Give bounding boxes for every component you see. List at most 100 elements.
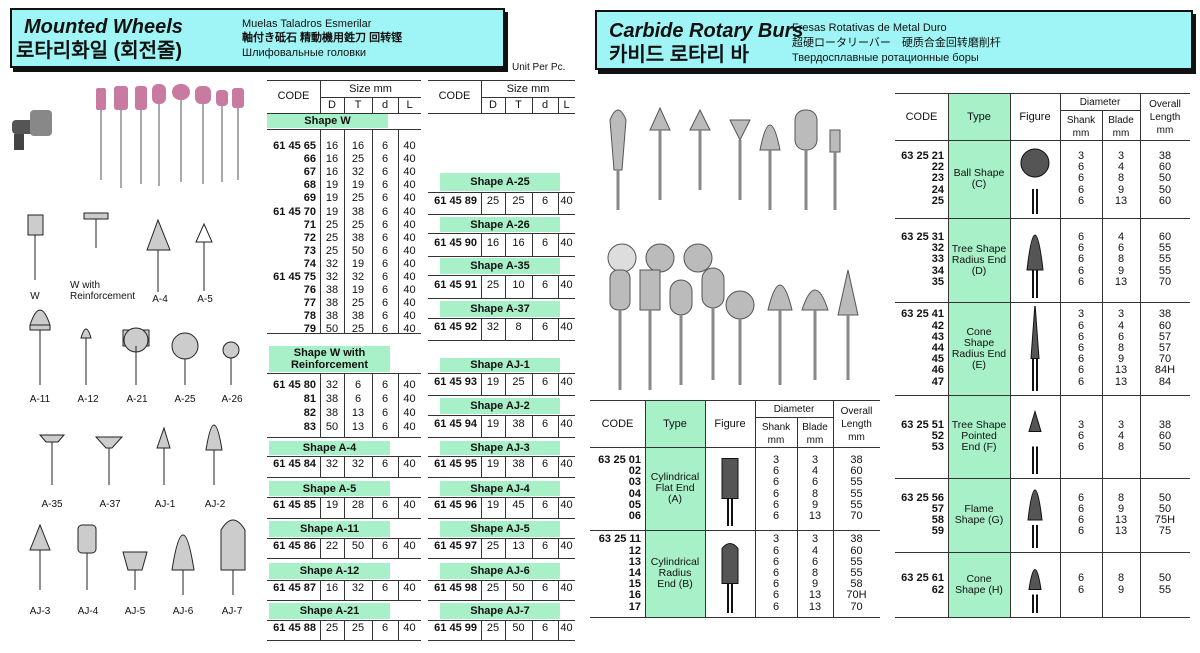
shank-value: 6 bbox=[1077, 253, 1085, 266]
cell-D: 22 bbox=[325, 540, 339, 552]
blade-value: 8 bbox=[1117, 172, 1125, 185]
shank-value: 6 bbox=[1077, 375, 1085, 388]
blade-value: 13 bbox=[1114, 275, 1128, 288]
title-ko: 카비드 로타리 바 bbox=[609, 44, 749, 66]
mounted-wheels-header: Mounted Wheels 로타리화일 (회전줄) Muelas Taladr… bbox=[10, 8, 505, 68]
shape-band: Shape AJ-7 bbox=[440, 603, 560, 619]
rule bbox=[505, 192, 506, 214]
shape-label: W bbox=[30, 291, 40, 302]
shank-value: 6 bbox=[772, 589, 780, 602]
cell-D: 38 bbox=[325, 297, 339, 310]
shank-value: 6 bbox=[772, 465, 780, 478]
shape-band: Shape AJ-1 bbox=[440, 358, 560, 372]
cell-L: 40 bbox=[560, 195, 573, 207]
shank-value: 6 bbox=[772, 555, 780, 568]
row-code: 42 bbox=[931, 319, 944, 332]
length-value: 70 bbox=[1158, 353, 1172, 366]
rule bbox=[481, 192, 482, 214]
code-header: CODE bbox=[277, 90, 310, 102]
cell-T: 25 bbox=[351, 218, 365, 231]
cell-d: 6 bbox=[381, 622, 389, 634]
rule bbox=[428, 456, 575, 457]
cell-T: 25 bbox=[351, 192, 365, 205]
cell-T: 10 bbox=[512, 279, 525, 291]
cell-L: 40 bbox=[403, 421, 416, 433]
length-value: 38 bbox=[1158, 418, 1172, 431]
cell-T: 6 bbox=[354, 393, 362, 405]
code-header: CODE bbox=[601, 418, 634, 430]
bur-type: Tree Shape Pointed End (F) bbox=[951, 419, 1007, 453]
blade-header: Blade mm bbox=[802, 422, 828, 446]
row-code: 06 bbox=[628, 509, 641, 522]
type-column-bg bbox=[645, 400, 705, 617]
rule bbox=[344, 129, 345, 333]
row-code: 58 bbox=[931, 514, 944, 526]
col-header-T: T bbox=[515, 99, 522, 111]
subtitle-ja: 軸付き砥石 精動機用鉎刀 回转铿 bbox=[242, 32, 403, 44]
row-code: 61 45 93 bbox=[434, 376, 477, 388]
rule bbox=[320, 456, 321, 477]
rule bbox=[428, 415, 575, 416]
bur-type: Cone Shape (H) bbox=[955, 572, 1003, 596]
size-header: Size mm bbox=[349, 83, 392, 95]
shank-header: Shank mm bbox=[1066, 115, 1096, 139]
row-code: 59 bbox=[931, 525, 944, 538]
rule bbox=[344, 538, 345, 558]
rule bbox=[267, 518, 421, 519]
row-code: 77 bbox=[303, 297, 316, 310]
cell-L: 40 bbox=[403, 297, 416, 310]
blade-value: 9 bbox=[1117, 353, 1125, 366]
row-code: 24 bbox=[931, 183, 944, 196]
length-value: 75H bbox=[1154, 514, 1176, 526]
row-code: 61 45 99 bbox=[434, 622, 477, 634]
cell-L: 40 bbox=[403, 205, 416, 218]
rule bbox=[1140, 93, 1141, 617]
length-value: 60 bbox=[1158, 319, 1172, 332]
rule bbox=[398, 97, 399, 113]
shape-band: Shape A-25 bbox=[440, 173, 560, 191]
rule bbox=[481, 97, 575, 98]
length-value: 70H bbox=[846, 589, 867, 602]
cell-D: 50 bbox=[325, 323, 339, 336]
rule bbox=[1010, 93, 1011, 617]
rule bbox=[320, 580, 321, 600]
shank-header: Shank mm bbox=[761, 422, 791, 446]
cell-D: 32 bbox=[325, 271, 339, 283]
rule bbox=[372, 538, 373, 558]
bur-figure-icon bbox=[721, 458, 739, 526]
row-code: 79 bbox=[303, 323, 316, 336]
rule bbox=[558, 415, 559, 437]
shape-band: Shape A-26 bbox=[440, 217, 560, 232]
rule bbox=[428, 395, 575, 396]
rule bbox=[398, 580, 399, 600]
diameter-header: Diameter bbox=[773, 404, 815, 415]
shank-value: 6 bbox=[772, 509, 780, 522]
shape-band: Shape A-5 bbox=[269, 481, 390, 496]
cell-d: 6 bbox=[381, 205, 389, 218]
rule bbox=[481, 415, 482, 437]
shank-value: 6 bbox=[1077, 231, 1085, 243]
row-code: 61 45 84 bbox=[273, 458, 316, 470]
cell-d: 6 bbox=[381, 140, 389, 152]
col-header-T: T bbox=[354, 99, 362, 111]
cell-L: 40 bbox=[403, 310, 416, 323]
row-code: 61 45 70 bbox=[273, 205, 316, 218]
rule bbox=[267, 640, 421, 641]
row-code: 23 bbox=[931, 172, 944, 185]
row-code: 63 25 41 bbox=[901, 308, 944, 321]
row-code: 63 25 21 bbox=[901, 150, 944, 162]
shape-band: Shape A-11 bbox=[269, 521, 390, 537]
cell-D: 38 bbox=[325, 310, 339, 323]
shape-band: Shape A-37 bbox=[440, 301, 560, 317]
rule bbox=[320, 620, 321, 640]
rule bbox=[481, 497, 482, 518]
cell-T: 6 bbox=[354, 379, 362, 391]
cell-d: 6 bbox=[381, 393, 389, 405]
rule bbox=[590, 400, 880, 401]
cell-T: 32 bbox=[351, 458, 365, 470]
length-value: 50 bbox=[1158, 572, 1172, 585]
length-value: 84H bbox=[1154, 364, 1176, 377]
rule bbox=[895, 93, 1190, 94]
cell-D: 25 bbox=[486, 582, 500, 594]
code-header: CODE bbox=[438, 90, 471, 102]
